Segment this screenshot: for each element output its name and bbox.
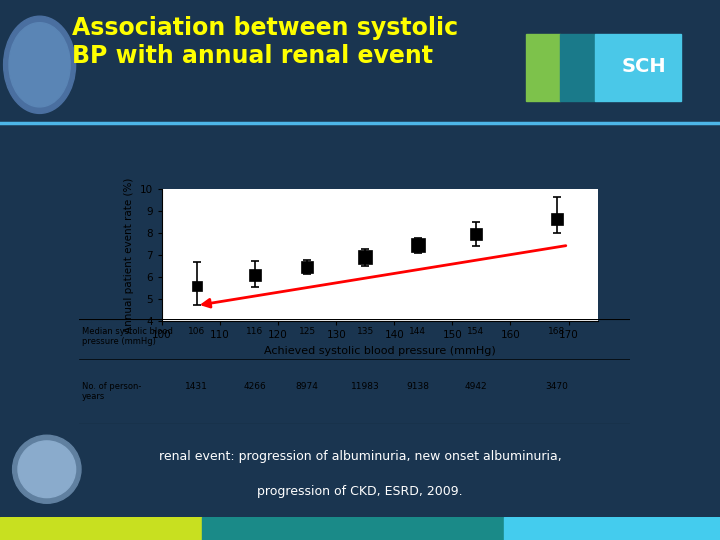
Text: 8974: 8974: [296, 382, 319, 391]
Text: 3470: 3470: [546, 382, 568, 391]
Text: Median systolic blood
pressure (mmHg): Median systolic blood pressure (mmHg): [82, 327, 173, 347]
Text: 9138: 9138: [406, 382, 429, 391]
Text: 106: 106: [188, 327, 205, 336]
Ellipse shape: [4, 16, 76, 113]
Text: 144: 144: [409, 327, 426, 336]
X-axis label: Achieved systolic blood pressure (mmHg): Achieved systolic blood pressure (mmHg): [264, 346, 495, 356]
Text: 1431: 1431: [186, 382, 208, 391]
Bar: [560, 33, 595, 101]
Ellipse shape: [13, 435, 81, 503]
Text: progression of CKD, ESRD, 2009.: progression of CKD, ESRD, 2009.: [257, 485, 463, 498]
Bar: [202, 517, 504, 540]
Text: SCH: SCH: [622, 57, 667, 76]
Bar: [526, 33, 560, 101]
Text: No. of person-
years: No. of person- years: [82, 382, 141, 401]
Text: 116: 116: [246, 327, 264, 336]
Text: Association between systolic
BP with annual renal event: Association between systolic BP with ann…: [72, 16, 458, 68]
Text: renal event: progression of albuminuria, new onset albuminuria,: renal event: progression of albuminuria,…: [158, 450, 562, 463]
Y-axis label: Annual patient event rate (%): Annual patient event rate (%): [125, 178, 135, 333]
Ellipse shape: [18, 441, 76, 498]
Text: 154: 154: [467, 327, 484, 336]
Text: 11983: 11983: [351, 382, 379, 391]
Text: 4266: 4266: [243, 382, 266, 391]
Text: 4942: 4942: [464, 382, 487, 391]
Text: 125: 125: [299, 327, 316, 336]
Bar: [0, 517, 202, 540]
Bar: [504, 517, 720, 540]
Bar: [595, 33, 681, 101]
Text: 135: 135: [356, 327, 374, 336]
Text: 168: 168: [549, 327, 566, 336]
Ellipse shape: [9, 23, 71, 107]
